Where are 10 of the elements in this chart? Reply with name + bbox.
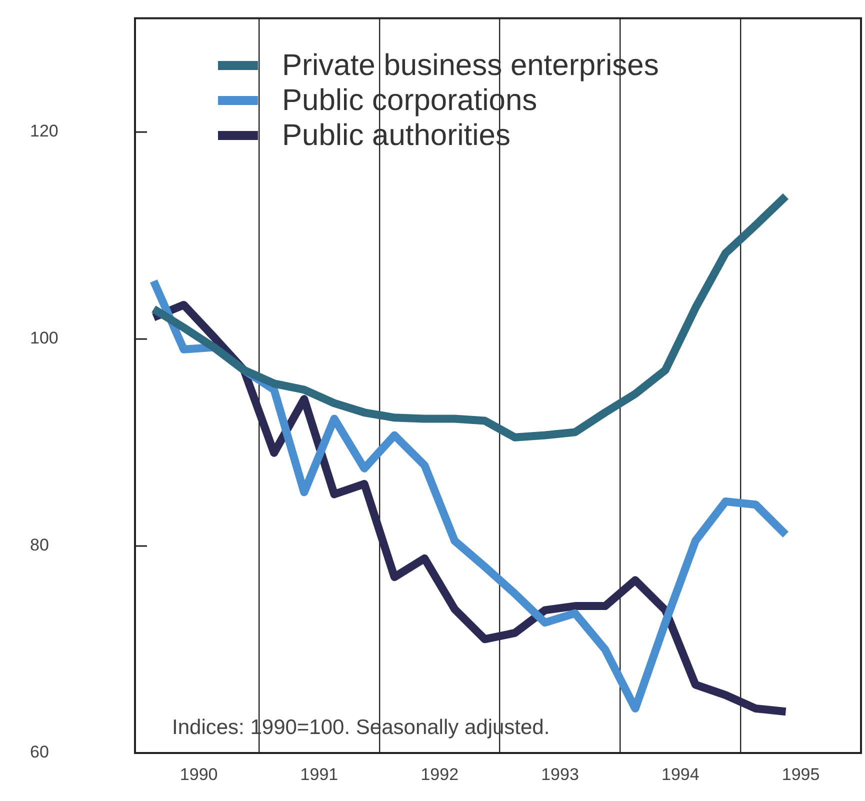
x-tick-label: 1994 (661, 764, 700, 784)
x-tick-label: 1990 (180, 764, 218, 784)
x-tick-label: 1991 (300, 764, 338, 784)
x-tick-label: 1993 (541, 764, 579, 784)
y-tick-label: 60 (30, 742, 49, 762)
x-tick-label: 1992 (420, 764, 459, 784)
y-tick-label: 120 (30, 122, 58, 141)
x-tick-label: 1995 (782, 764, 820, 784)
y-tick-label: 80 (30, 536, 49, 555)
y-tick-label: 100 (30, 328, 58, 348)
